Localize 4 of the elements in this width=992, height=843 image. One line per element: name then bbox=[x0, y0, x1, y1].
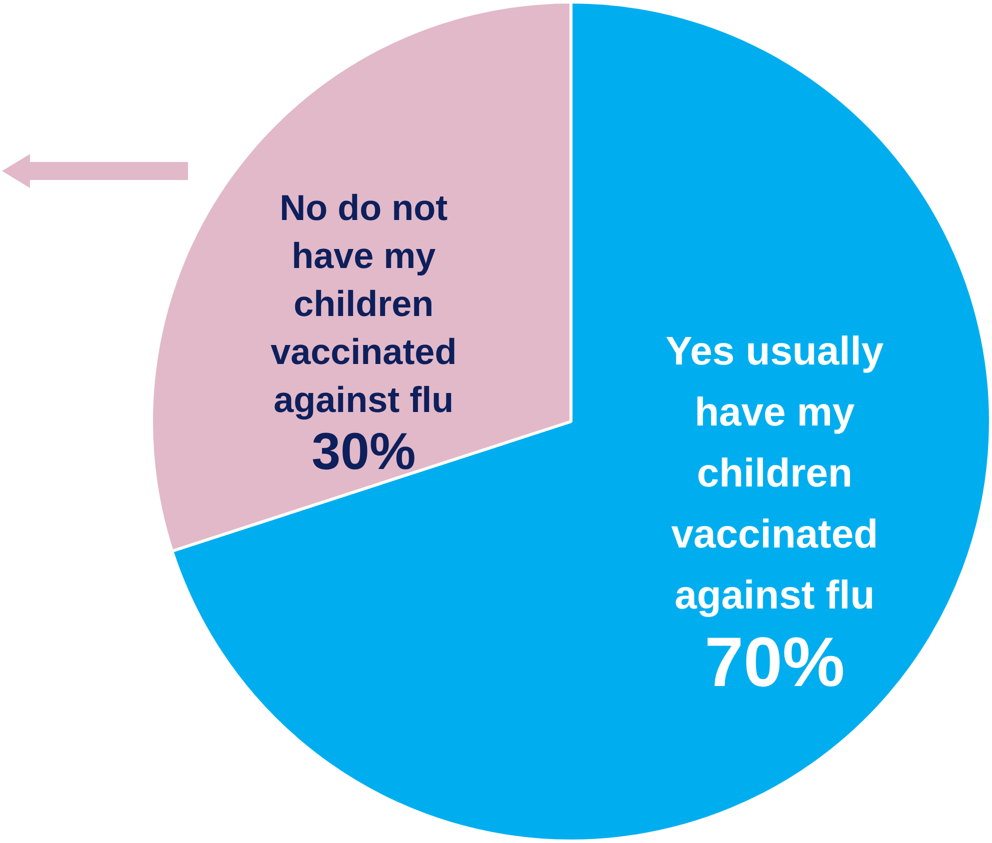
slice-label: No do not have my children vaccinated against flu bbox=[270, 186, 457, 420]
data-label: 30% bbox=[312, 422, 416, 481]
slice-label: Yes usually have my children vaccinated against flu bbox=[666, 329, 884, 618]
data-label: 70% bbox=[704, 622, 845, 701]
